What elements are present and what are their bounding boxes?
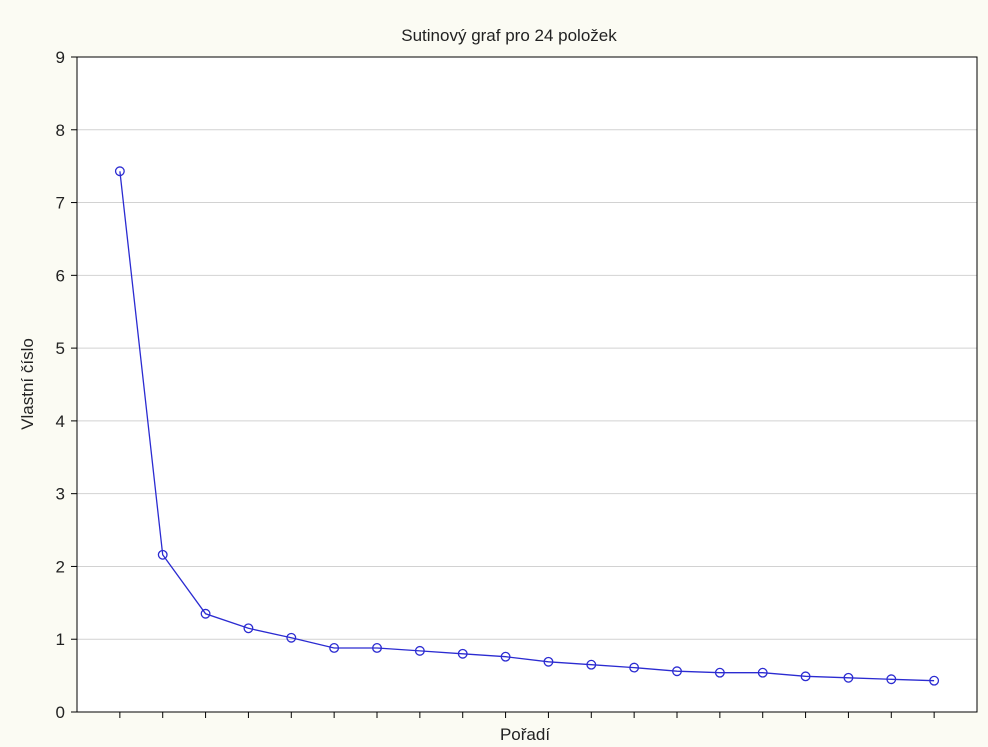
data-point (372, 643, 382, 653)
axis-layer: 0 1 2 3 4 5 6 7 8 9 (56, 48, 935, 722)
data-point (200, 608, 211, 619)
data-point (800, 671, 811, 682)
y-tick-label: 2 (56, 557, 65, 576)
data-point (157, 549, 168, 560)
y-tick-label: 3 (56, 485, 65, 504)
data-point (114, 166, 125, 177)
data-point (329, 643, 340, 653)
y-tick-label: 1 (56, 630, 65, 649)
y-tick-label: 9 (56, 48, 65, 67)
series-layer (114, 166, 940, 686)
y-tick-label: 5 (56, 339, 65, 358)
plot-frame (76, 56, 978, 713)
data-point (243, 623, 254, 634)
y-tick-label: 6 (56, 266, 65, 285)
data-point (929, 675, 940, 686)
data-point (714, 667, 725, 678)
data-point (286, 632, 297, 643)
data-point (457, 648, 468, 659)
data-point (414, 645, 425, 656)
data-point (629, 662, 640, 673)
y-tick-label: 0 (56, 703, 65, 722)
y-tick-label: 7 (56, 194, 65, 213)
data-point (672, 666, 682, 677)
chart-title: Sutinový graf pro 24 položek (401, 26, 617, 45)
data-point (500, 651, 511, 662)
data-point (586, 659, 597, 670)
data-point (757, 667, 768, 678)
y-tick-label: 8 (56, 121, 65, 140)
plot-area (77, 57, 977, 712)
data-point (886, 674, 897, 685)
data-point (543, 656, 554, 667)
y-axis-label: Vlastní číslo (18, 338, 37, 430)
y-tick-label: 4 (56, 412, 65, 431)
data-point (843, 672, 854, 683)
grid-layer (77, 129, 977, 640)
series-line (119, 171, 935, 682)
x-axis-label: Pořadí (500, 725, 550, 744)
